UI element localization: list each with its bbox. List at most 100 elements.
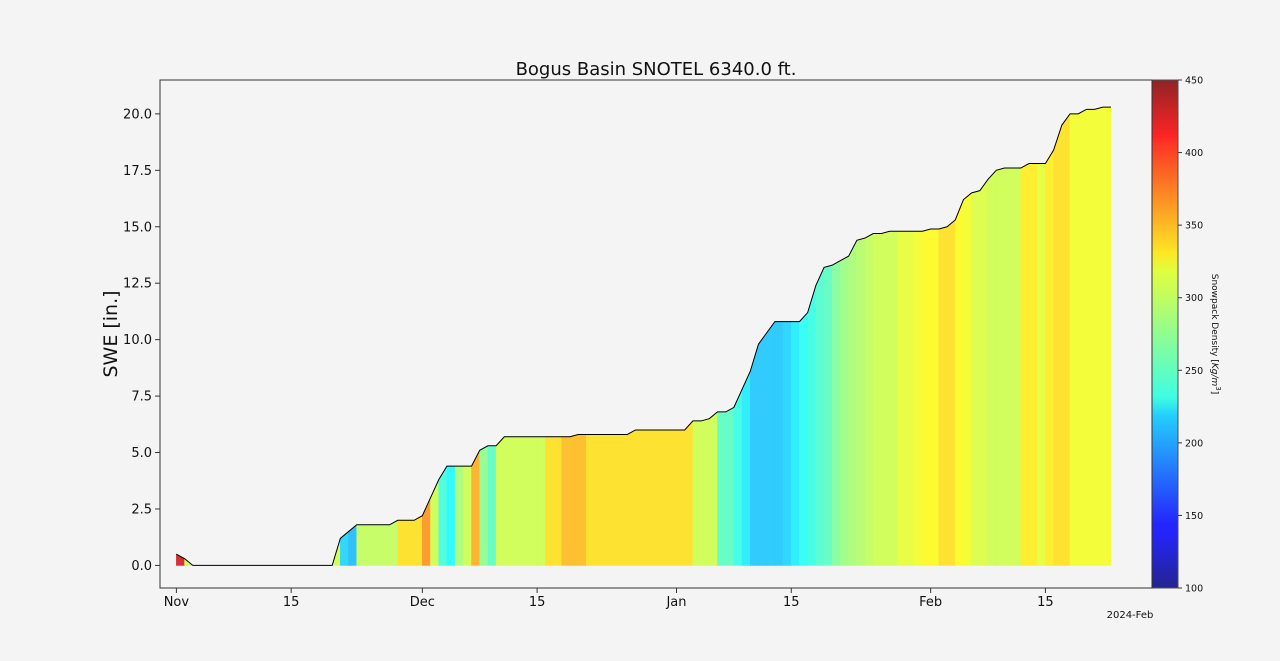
colorbar: 100 150 200 250 300 350 400 450 Snowpack Densit…	[1151, 76, 1222, 595]
density-band	[479, 445, 489, 566]
y-axis: 0.0 2.5 5.0 7.5 10.0 12.5 15.0 17.5 20.0	[123, 107, 160, 574]
density-band	[881, 230, 890, 566]
density-band	[1094, 106, 1104, 566]
density-band	[463, 465, 472, 566]
chart-title: Bogus Basin SNOTEL 6340.0 ft.	[516, 59, 797, 80]
density-band	[905, 230, 915, 566]
density-band	[831, 260, 841, 566]
y-tick-label: 10.0	[123, 333, 152, 348]
density-band	[815, 267, 825, 566]
density-band	[692, 420, 702, 566]
density-band	[561, 436, 571, 566]
density-band	[1102, 106, 1112, 566]
density-band	[856, 237, 866, 566]
x-axis: Nov 15 Dec 15 Jan 15 Feb 15	[164, 588, 1054, 610]
y-tick-label: 5.0	[131, 446, 152, 461]
x-tick-label: 15	[283, 595, 300, 610]
density-band	[897, 230, 907, 566]
colorbar-gradient	[1151, 79, 1179, 589]
density-band	[823, 264, 833, 566]
density-band	[495, 435, 505, 566]
density-band	[1012, 167, 1022, 566]
y-axis-label: SWE [in.]	[100, 290, 122, 377]
colorbar-tick-label: 400	[1185, 148, 1203, 159]
density-band	[938, 226, 948, 566]
density-band	[848, 240, 858, 566]
y-tick-label: 2.5	[131, 502, 152, 517]
swe-line	[176, 106, 1112, 566]
density-band	[872, 233, 882, 566]
density-band	[700, 418, 710, 566]
x-tick-label: Nov	[164, 595, 190, 610]
density-band	[790, 321, 800, 566]
density-band	[1028, 163, 1038, 566]
density-band	[627, 429, 636, 566]
density-band	[1020, 163, 1030, 566]
density-band	[438, 465, 448, 566]
density-band	[1004, 167, 1013, 566]
density-band	[1061, 112, 1071, 566]
x-tick-label: 15	[783, 595, 800, 610]
density-band	[389, 519, 399, 566]
density-band	[922, 228, 931, 566]
x-tick-label: Dec	[410, 595, 435, 610]
density-band	[454, 465, 464, 566]
density-band	[504, 436, 513, 566]
density-band	[643, 429, 653, 566]
colorbar-tick-label: 250	[1185, 366, 1203, 377]
density-band	[1077, 108, 1087, 566]
density-band	[651, 429, 661, 566]
density-band	[528, 436, 538, 566]
x-tick-label: 15	[529, 595, 546, 610]
density-band	[684, 420, 694, 566]
density-band	[995, 167, 1005, 566]
y-tick-label: 17.5	[123, 164, 152, 179]
density-band	[758, 331, 767, 566]
density-band	[725, 406, 735, 566]
density-band	[930, 228, 940, 566]
x-offset-label: 2024-Feb	[1107, 610, 1154, 621]
density-band	[946, 219, 956, 566]
y-tick-label: 15.0	[123, 220, 152, 235]
density-band	[397, 519, 407, 566]
density-band	[446, 465, 456, 566]
density-band	[577, 434, 587, 566]
colorbar-ticks: 100 150 200 250 300 350 400 450	[1178, 76, 1203, 595]
density-band	[413, 515, 423, 566]
density-band	[602, 434, 612, 566]
colorbar-tick-label: 150	[1185, 511, 1203, 522]
density-band	[840, 255, 849, 566]
density-band	[913, 230, 923, 566]
colorbar-tick-label: 350	[1185, 221, 1203, 232]
density-band	[782, 321, 792, 566]
density-band	[717, 411, 726, 566]
density-band	[512, 436, 522, 566]
density-band	[1045, 148, 1054, 566]
x-tick-label: Jan	[665, 595, 686, 610]
density-band	[1069, 113, 1079, 566]
density-band	[586, 434, 595, 566]
y-tick-label: 12.5	[123, 277, 152, 292]
colorbar-tick-label: 450	[1185, 76, 1203, 87]
y-tick-label: 0.0	[131, 559, 152, 574]
density-band	[708, 411, 718, 566]
density-band	[799, 311, 808, 566]
density-band	[971, 190, 981, 566]
y-tick-label: 20.0	[123, 107, 152, 122]
density-band	[618, 434, 628, 566]
density-band	[635, 429, 645, 566]
density-band	[987, 169, 997, 566]
density-band	[774, 321, 784, 566]
x-tick-label: 15	[1037, 595, 1054, 610]
density-band	[667, 429, 677, 566]
density-band	[1053, 125, 1063, 566]
density-band	[356, 524, 366, 566]
density-band	[889, 230, 899, 566]
density-band	[766, 320, 776, 566]
colorbar-tick-label: 200	[1185, 438, 1203, 449]
density-band	[520, 436, 530, 566]
colorbar-tick-label: 300	[1185, 293, 1203, 304]
density-band	[610, 434, 620, 566]
density-band	[471, 450, 481, 566]
density-band	[545, 436, 554, 566]
